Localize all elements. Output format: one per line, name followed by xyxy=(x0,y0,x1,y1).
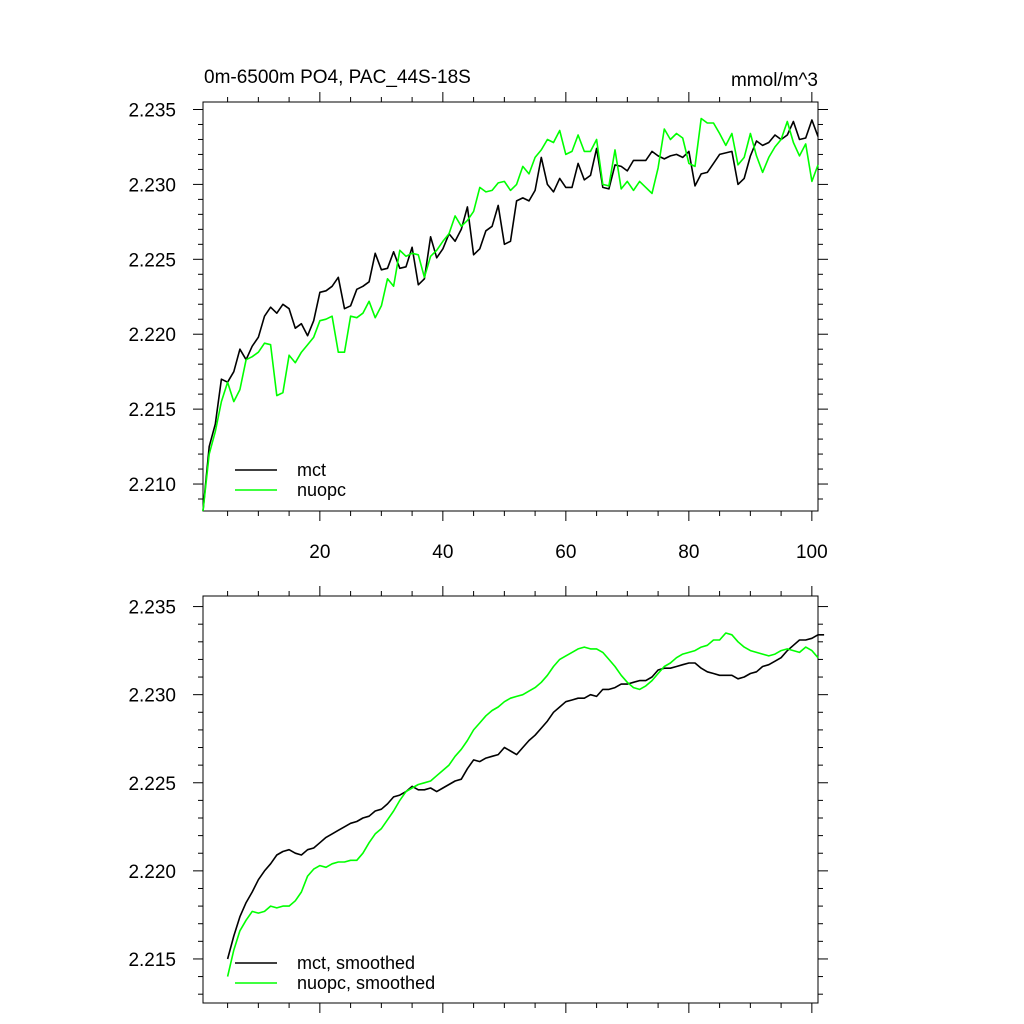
y-tick-label: 2.225 xyxy=(128,250,176,271)
x-tick-label: 40 xyxy=(432,542,453,563)
y-tick-label: 2.215 xyxy=(128,950,176,971)
plot-frame xyxy=(202,595,819,1004)
series-line-nuopc-smoothed xyxy=(226,632,819,977)
axis-ticks xyxy=(193,92,828,521)
series-group xyxy=(226,632,825,977)
series-line-nuopc xyxy=(202,117,819,512)
plot-frame xyxy=(202,101,819,512)
series-line-mct xyxy=(202,119,819,512)
x-tick-label: 20 xyxy=(309,542,330,563)
y-tick-label: 2.210 xyxy=(128,475,176,496)
legend-label: mct, smoothed xyxy=(297,953,415,973)
legend-label: nuopc xyxy=(297,480,346,500)
x-tick-label: 100 xyxy=(796,542,828,563)
y-tick-label: 2.235 xyxy=(128,598,176,619)
y-tick-label: 2.230 xyxy=(128,686,176,707)
y-tick-label: 2.235 xyxy=(128,100,176,121)
y-tick-label: 2.225 xyxy=(128,774,176,795)
axis-ticks xyxy=(193,586,828,1013)
tick-labels: 20 40 60 80 100 2.210 2.215 2.220 2.225 2.230 2.23… xyxy=(128,100,827,563)
y-tick-label: 2.215 xyxy=(128,400,176,421)
series-group xyxy=(202,117,819,512)
x-tick-label: 60 xyxy=(555,542,576,563)
y-tick-label: 2.220 xyxy=(128,325,176,346)
tick-labels: 2.215 2.220 2.225 2.230 2.235 xyxy=(128,598,176,971)
legend-label: mct xyxy=(297,460,326,480)
units-label: mmol/m^3 xyxy=(731,70,818,91)
top-line-chart: 0m-6500m PO4, PAC_44S-18S mmol/m^3 20 40 6… xyxy=(128,67,828,563)
bottom-line-chart: 2.215 2.220 2.225 2.230 2.235 mct, smoothedn… xyxy=(128,586,828,1013)
y-tick-label: 2.220 xyxy=(128,862,176,883)
y-tick-label: 2.230 xyxy=(128,175,176,196)
chart-title: 0m-6500m PO4, PAC_44S-18S xyxy=(204,67,471,88)
series-line-mct-smoothed xyxy=(226,633,825,960)
x-tick-label: 80 xyxy=(678,542,699,563)
legend-label: nuopc, smoothed xyxy=(297,973,435,993)
